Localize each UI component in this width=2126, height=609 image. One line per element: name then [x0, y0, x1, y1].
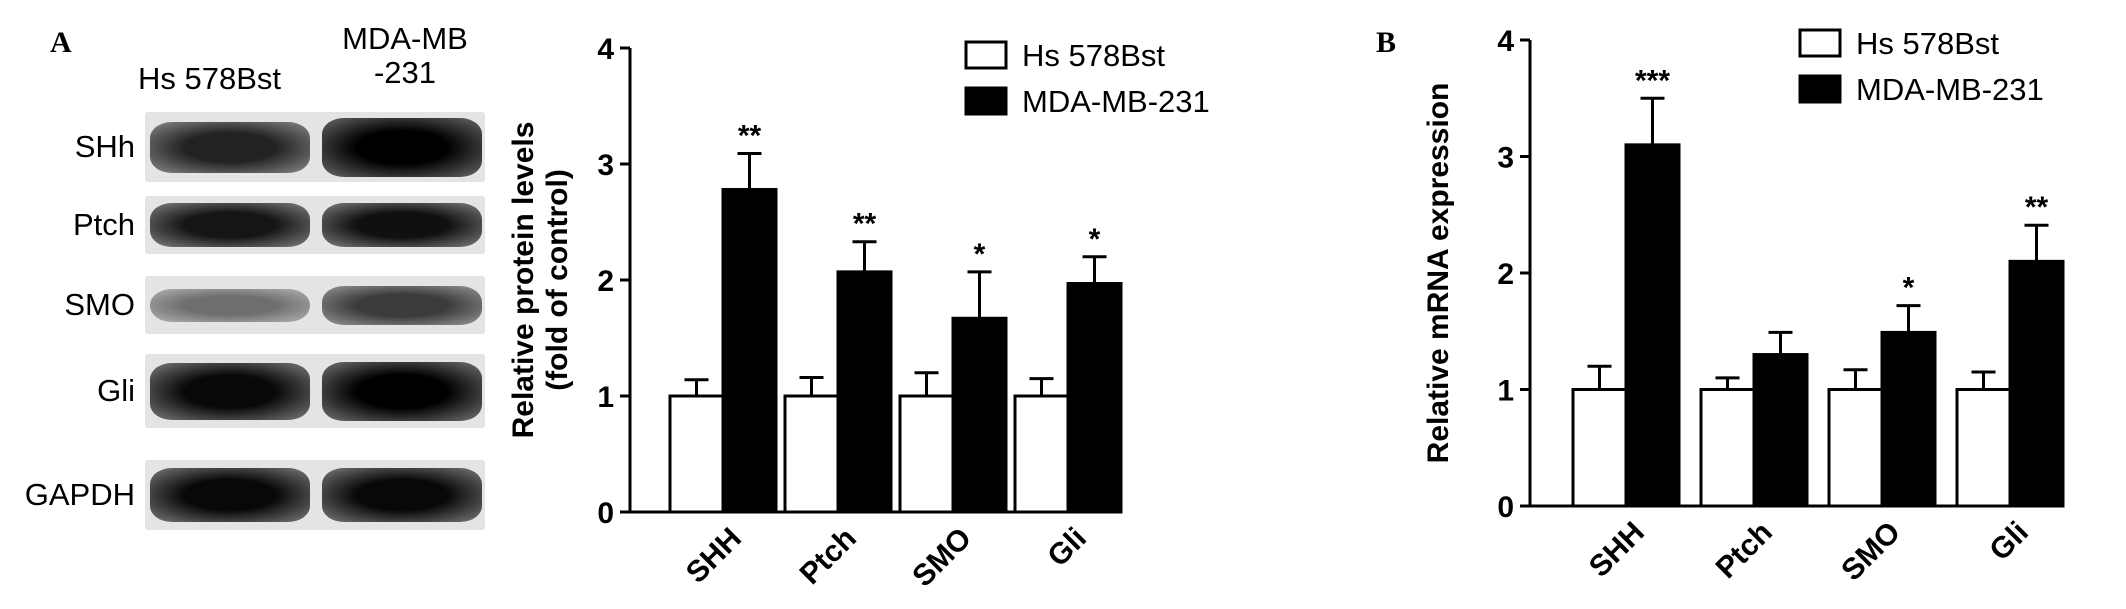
x-tick-label: SHH [1583, 516, 1651, 584]
panel-b-label: B [1376, 26, 1397, 59]
y-tick-label: 4 [1497, 25, 1514, 58]
legend-label: MDA-MB-231 [1856, 72, 2044, 107]
significance-marker: * [1903, 272, 1915, 305]
bar-treated [1880, 330, 1937, 508]
x-tick-label: Gli [1041, 522, 1093, 574]
x-tick-label: SMO [906, 522, 978, 594]
western-blot: Hs 578Bst MDA-MB -231 SHh Ptch SMO Gli GAPDH [0, 0, 500, 609]
band-treated [322, 468, 482, 522]
blot-row-label: Gli [97, 373, 135, 408]
bar-control [1571, 388, 1628, 508]
bar-treated [1752, 353, 1809, 508]
significance-marker: * [974, 238, 986, 271]
band-treated [322, 285, 482, 325]
bar-control [1013, 394, 1070, 514]
y-tick-label: 4 [597, 33, 614, 66]
blot-row-label: SHh [74, 129, 135, 164]
bar-treated [721, 188, 778, 514]
y-tick-label: 1 [1497, 375, 1514, 408]
band-control [150, 468, 310, 522]
legend-swatch [964, 40, 1008, 70]
bar-control [1827, 388, 1884, 508]
legend-label: MDA-MB-231 [1022, 84, 1210, 119]
y-tick-label: 3 [1497, 142, 1514, 175]
significance-marker: ** [853, 208, 877, 241]
blot-column-header-treated: MDA-MB -231 [342, 21, 468, 90]
bar-control [668, 394, 725, 514]
y-tick-label: 3 [597, 149, 614, 182]
bar-treated [951, 316, 1008, 514]
y-tick-label: 2 [1497, 258, 1514, 291]
band-treated [322, 117, 482, 177]
band-control [150, 203, 310, 247]
blot-row-label: SMO [64, 287, 135, 322]
significance-marker: *** [1635, 64, 1670, 97]
bar-control [898, 394, 955, 514]
significance-marker: ** [738, 120, 762, 153]
bar-control [1699, 388, 1756, 508]
band-treated [322, 361, 482, 421]
blot-row-label: GAPDH [24, 477, 135, 512]
significance-marker: ** [2025, 191, 2049, 224]
x-tick-label: SHH [680, 522, 748, 590]
y-tick-label: 2 [597, 265, 614, 298]
bar-control [783, 394, 840, 514]
y-axis-label: Relative protein levels(fold of control) [507, 122, 574, 439]
y-axis-label: Relative mRNA expression [1422, 83, 1455, 464]
bar-treated [2008, 259, 2065, 508]
bar-treated [836, 270, 893, 514]
blot-column-header-control: Hs 578Bst [138, 61, 282, 96]
legend-label: Hs 578Bst [1856, 26, 1999, 61]
band-control [150, 288, 310, 322]
y-tick-label: 0 [597, 497, 614, 530]
y-tick-label: 1 [597, 381, 614, 414]
legend-swatch [964, 86, 1008, 116]
x-tick-label: SMO [1835, 516, 1907, 588]
band-treated [322, 203, 482, 247]
protein-levels-chart: 0 1 2 3 4 Relative protein levels(fold of con… [507, 33, 1210, 594]
bar-treated [1066, 281, 1123, 514]
legend-label: Hs 578Bst [1022, 38, 1165, 73]
bar-treated [1624, 143, 1681, 508]
legend-swatch [1798, 28, 1842, 58]
x-tick-label: Gli [1983, 516, 2035, 568]
bar-control [1955, 388, 2012, 508]
band-control [150, 362, 310, 420]
x-tick-label: Ptch [1710, 516, 1779, 585]
panel-a-label: A [50, 26, 72, 59]
significance-marker: * [1089, 223, 1101, 256]
x-tick-label: Ptch [794, 522, 863, 591]
y-tick-label: 0 [1497, 491, 1514, 524]
band-control [150, 121, 310, 173]
legend-swatch [1798, 74, 1842, 104]
blot-row-label: Ptch [72, 207, 135, 242]
